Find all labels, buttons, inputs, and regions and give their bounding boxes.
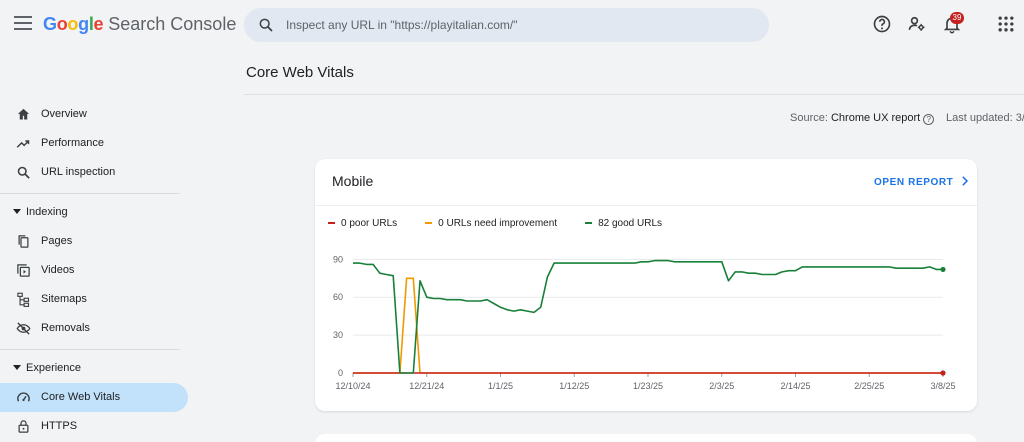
section-label: Experience: [26, 362, 82, 374]
series-end-point: [940, 266, 946, 273]
x-tick-label: 3/8/25: [930, 381, 955, 391]
series-end-point: [940, 370, 946, 376]
video-icon: [17, 264, 30, 277]
sidebar-item-label: HTTPS: [41, 420, 78, 432]
x-tick-label: 12/10/24: [335, 381, 370, 391]
lock-icon: [18, 420, 29, 433]
y-tick-label: 30: [333, 330, 343, 340]
x-tick-label: 12/21/24: [409, 381, 444, 391]
sidebar-item-pages[interactable]: Pages: [0, 227, 188, 256]
y-tick-label: 60: [333, 292, 343, 302]
mobile-report-card: Mobile OPEN REPORT 0 poor URLs 0 URLs ne…: [315, 159, 977, 411]
visibility-off-icon: [16, 322, 31, 335]
help-icon[interactable]: [872, 14, 892, 34]
logo-letter: g: [78, 14, 89, 34]
x-tick-label: 2/14/25: [780, 381, 810, 391]
sidebar-item-label: URL inspection: [41, 166, 116, 178]
google-logo-text: Google: [43, 14, 104, 34]
legend-swatch: [585, 222, 593, 224]
trending-up-icon: [16, 140, 30, 148]
sidebar-item-url-inspection[interactable]: URL inspection: [0, 158, 188, 187]
x-tick-label: 2/25/25: [854, 381, 884, 391]
sidebar-item-https[interactable]: HTTPS: [0, 412, 188, 441]
sidebar-item-removals[interactable]: Removals: [0, 314, 188, 343]
legend-item-poor[interactable]: 0 poor URLs: [328, 216, 397, 230]
logo-letter: e: [93, 14, 104, 34]
open-report-link[interactable]: OPEN REPORT: [874, 176, 969, 188]
search-icon: [17, 166, 30, 179]
home-icon: [17, 108, 30, 120]
legend-item-good[interactable]: 82 good URLs: [585, 216, 662, 230]
sidebar-item-label: Removals: [41, 322, 90, 334]
menu-icon[interactable]: [14, 16, 32, 32]
legend-swatch: [328, 222, 335, 224]
y-tick-label: 90: [333, 254, 343, 264]
sidebar-item-overview[interactable]: Overview: [0, 100, 188, 129]
sidebar-nav: Overview Performance URL inspection Inde…: [0, 52, 244, 442]
x-tick-label: 1/12/25: [559, 381, 589, 391]
url-inspect-search[interactable]: [244, 8, 769, 42]
sidebar-item-performance[interactable]: Performance: [0, 129, 188, 158]
x-tick-label: 2/3/25: [709, 381, 734, 391]
logo-letter: l: [88, 14, 94, 34]
last-updated: Last updated: 3/: [946, 112, 1024, 124]
card-divider: [315, 205, 977, 206]
chart-legend: 0 poor URLs 0 URLs need improvement 82 g…: [328, 216, 690, 230]
desktop-report-card: [315, 434, 977, 442]
legend-label: 0 URLs need improvement: [438, 217, 558, 229]
x-tick-label: 1/1/25: [488, 381, 513, 391]
x-tick-label: 1/23/25: [633, 381, 663, 391]
sidebar-section-indexing[interactable]: Indexing: [0, 203, 188, 223]
product-name: Search Console: [108, 14, 237, 34]
notifications-badge: 39: [950, 12, 964, 24]
sitemap-icon: [17, 292, 30, 307]
legend-item-need-improvement[interactable]: 0 URLs need improvement: [425, 216, 557, 230]
logo-letter: G: [43, 14, 57, 34]
sidebar-item-videos[interactable]: Videos: [0, 256, 188, 285]
sidebar-divider: [0, 349, 180, 350]
logo-letter: o: [67, 14, 79, 34]
speed-icon: [17, 392, 30, 402]
open-report-label: OPEN REPORT: [874, 177, 954, 188]
apps-grid-icon[interactable]: [996, 14, 1016, 34]
sidebar-divider: [0, 193, 180, 194]
y-tick-label: 0: [338, 368, 343, 378]
data-source: Source: Chrome UX report?: [790, 112, 935, 125]
legend-swatch: [425, 222, 433, 224]
caret-down-icon: [13, 365, 21, 370]
source-value: Chrome UX report: [830, 112, 921, 124]
search-input[interactable]: [286, 8, 756, 42]
chevron-right-icon: [962, 176, 968, 186]
sidebar-item-label: Core Web Vitals: [41, 391, 121, 403]
core-web-vitals-chart: 0 30 60 90 12/10/24 12/21/24 1/1/25 1/12/25 1/23…: [333, 254, 956, 391]
logo-letter: o: [56, 14, 68, 34]
series-line: [353, 277, 943, 374]
sidebar-item-sitemaps[interactable]: Sitemaps: [0, 285, 188, 314]
pages-icon: [18, 235, 29, 248]
sidebar-item-label: Sitemaps: [41, 293, 87, 305]
manage-accounts-icon[interactable]: [907, 14, 927, 34]
legend-label: 82 good URLs: [598, 217, 663, 229]
sidebar-item-label: Videos: [41, 264, 75, 276]
sidebar-section-experience[interactable]: Experience: [0, 359, 188, 379]
help-icon[interactable]: ?: [923, 114, 935, 125]
sidebar-item-label: Performance: [41, 137, 104, 149]
page-title: Core Web Vitals: [246, 64, 354, 81]
title-divider: [244, 94, 1024, 95]
search-icon: [259, 18, 273, 32]
series-line: [353, 259, 943, 374]
source-label: Source:: [790, 112, 828, 124]
top-app-bar: Google Search Console 39: [0, 0, 1024, 52]
sidebar-item-label: Pages: [41, 235, 73, 247]
sidebar-item-label: Overview: [41, 108, 87, 120]
card-title: Mobile: [332, 173, 374, 189]
section-label: Indexing: [26, 206, 68, 218]
sidebar-item-core-web-vitals[interactable]: Core Web Vitals: [0, 383, 188, 412]
legend-label: 0 poor URLs: [341, 217, 398, 229]
caret-down-icon: [13, 209, 21, 214]
search-console-logo[interactable]: Google Search Console: [43, 14, 236, 35]
